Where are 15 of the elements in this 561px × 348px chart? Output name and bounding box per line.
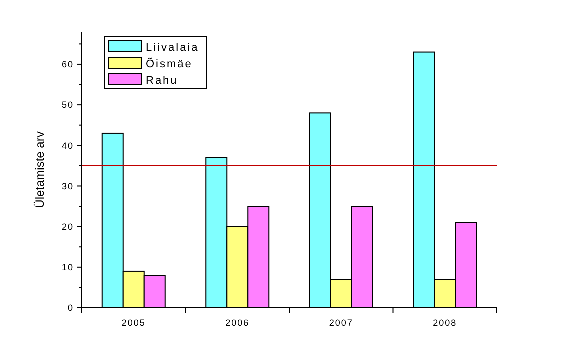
y-tick-label: 40 [62,140,74,151]
y-tick-label: 30 [62,181,74,192]
legend-label: Liivalaia [146,42,200,54]
x-tick-label: 2006 [226,318,250,328]
x-tick-label: 2008 [433,318,458,328]
x-tick-label: 2007 [329,318,354,328]
y-tick-label: 60 [62,60,74,70]
legend-label: Rahu [146,74,178,87]
x-tick-label: 2005 [122,318,146,328]
y-tick-label: 20 [62,222,74,232]
y-axis-title: Ületamiste arv [33,132,47,208]
y-tick-label: 0 [68,303,74,314]
y-tick-label: 10 [62,262,74,273]
legend-label: Õismäe [146,57,193,70]
y-tick-label: 50 [62,100,74,110]
